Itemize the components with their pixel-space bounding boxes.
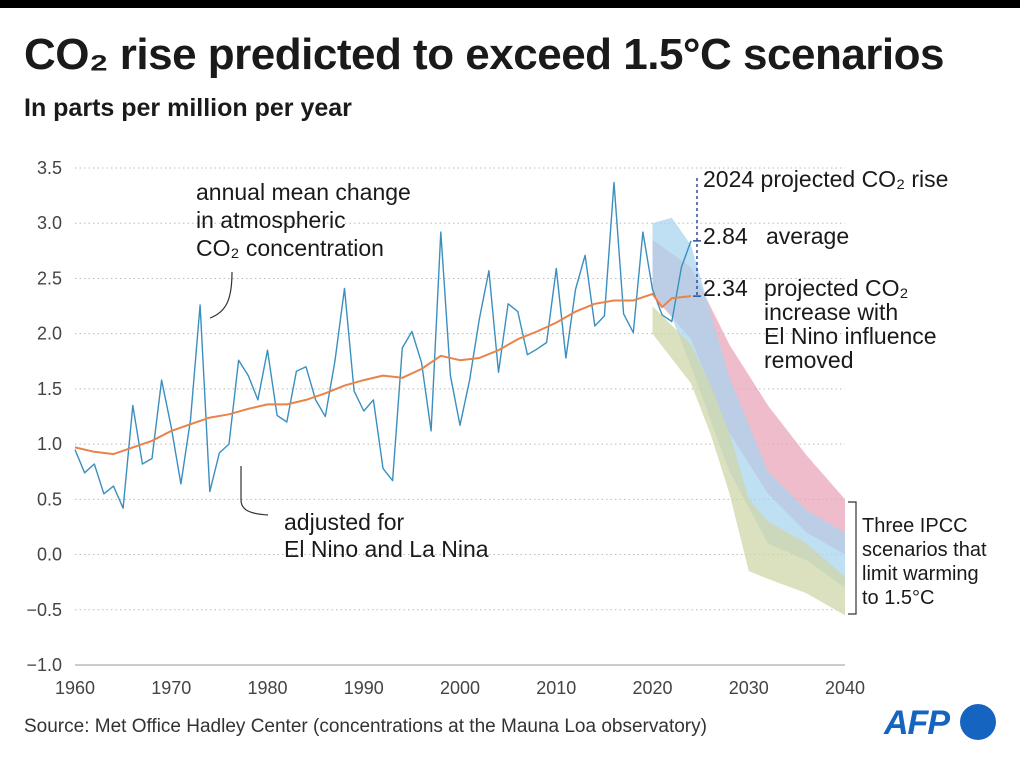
annual-series-label: in atmospheric — [196, 207, 346, 233]
projection-title: 2024 projected CO₂ rise — [703, 166, 948, 192]
x-tick-label: 2020 — [632, 678, 672, 698]
y-tick-label: −1.0 — [26, 655, 62, 675]
y-tick-label: 2.5 — [37, 268, 62, 288]
y-tick-label: 3.0 — [37, 213, 62, 233]
y-tick-label: 0.5 — [37, 489, 62, 509]
page-title: CO₂ rise predicted to exceed 1.5°C scena… — [24, 30, 944, 79]
adjusted-series-label: El Nino and La Nina — [284, 536, 489, 562]
y-tick-label: −0.5 — [26, 600, 62, 620]
x-tick-label: 2000 — [440, 678, 480, 698]
ipcc-scenario-band — [652, 217, 845, 588]
ipcc-scenario-band — [652, 306, 845, 616]
average-value: 2.84 — [703, 223, 748, 249]
ipcc-scenarios-label: to 1.5°C — [862, 587, 934, 609]
x-tick-label: 1990 — [344, 678, 384, 698]
elnino-label: projected CO₂ — [764, 275, 908, 301]
x-tick-label: 2010 — [536, 678, 576, 698]
annual-series-label: CO₂ concentration — [196, 235, 384, 261]
ipcc-scenarios-label: limit warming — [862, 563, 979, 585]
annual-label-leader — [209, 271, 233, 319]
ipcc-scenarios-label: Three IPCC — [862, 515, 968, 537]
y-tick-label: 1.0 — [37, 434, 62, 454]
afp-logo-dot — [960, 704, 996, 740]
page-subtitle: In parts per million per year — [24, 94, 352, 122]
ipcc-scenarios-label: scenarios that — [862, 539, 987, 561]
adjusted-series-label: adjusted for — [284, 509, 405, 535]
y-tick-label: 3.5 — [37, 158, 62, 178]
adjusted-label-leader — [240, 466, 269, 516]
x-tick-label: 1970 — [151, 678, 191, 698]
source-note: Source: Met Office Hadley Center (concen… — [24, 716, 707, 737]
elnino-value: 2.34 — [703, 275, 748, 301]
annual-series-label: annual mean change — [196, 179, 411, 205]
x-tick-label: 1960 — [55, 678, 95, 698]
afp-logo-text: AFP — [884, 704, 950, 742]
ipcc-bracket — [848, 501, 857, 615]
x-tick-label: 2030 — [729, 678, 769, 698]
x-tick-label: 1980 — [247, 678, 287, 698]
elnino-label: increase with — [764, 299, 898, 325]
y-tick-label: 2.0 — [37, 324, 62, 344]
elnino-label: El Nino influence — [764, 323, 937, 349]
annual-mean-change-line — [74, 181, 692, 509]
adjusted-line — [74, 292, 692, 456]
x-tick-label: 2040 — [825, 678, 865, 698]
average-label: average — [766, 223, 849, 249]
y-tick-label: 1.5 — [37, 379, 62, 399]
elnino-label: removed — [764, 347, 853, 373]
top-rule — [0, 0, 1020, 8]
y-tick-label: 0.0 — [37, 545, 62, 565]
